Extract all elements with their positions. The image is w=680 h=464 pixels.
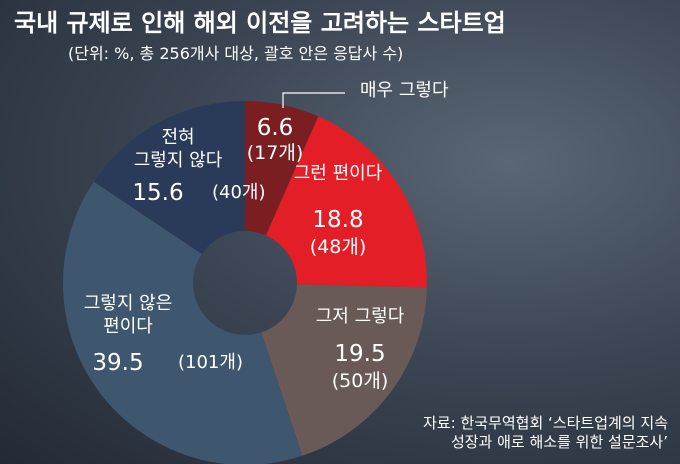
count-label: (17개) xyxy=(246,142,304,164)
category-label: 그저 그렇다 xyxy=(315,306,405,327)
value-label: 19.5 xyxy=(334,341,386,367)
value-label: 15.6 xyxy=(132,180,184,206)
chart-subtitle: (단위: %, 총 256개사 대상, 괄호 안은 응답사 수) xyxy=(68,44,404,63)
value-label: 18.8 xyxy=(312,207,364,233)
category-label: 그런 편이다 xyxy=(293,163,383,184)
donut-slice xyxy=(265,116,427,288)
source: 자료: 한국무역협회 ‘스타트업계의 지속 성장과 애로 해소를 위한 설문조사… xyxy=(423,414,668,451)
category-label: 매우 그렇다 xyxy=(360,80,449,101)
count-label: (40개) xyxy=(212,182,266,203)
category-label: 전혀 그렇지 않다 xyxy=(133,127,223,171)
category-label: 그렇지 않은 편이다 xyxy=(83,293,173,337)
leader-line xyxy=(282,92,345,108)
count-label: (101개) xyxy=(178,352,243,373)
value-label: 6.6 xyxy=(256,115,294,141)
donut-slice xyxy=(261,284,427,456)
count-label: (48개) xyxy=(309,236,367,258)
donut-slice xyxy=(93,101,245,255)
count-label: (50개) xyxy=(331,370,389,392)
chart-title: 국내 규제로 인해 해외 이전을 고려하는 스타트업 xyxy=(14,9,506,37)
value-label: 39.5 xyxy=(92,350,144,376)
donut-slice xyxy=(63,181,303,464)
donut-slice xyxy=(245,101,319,236)
